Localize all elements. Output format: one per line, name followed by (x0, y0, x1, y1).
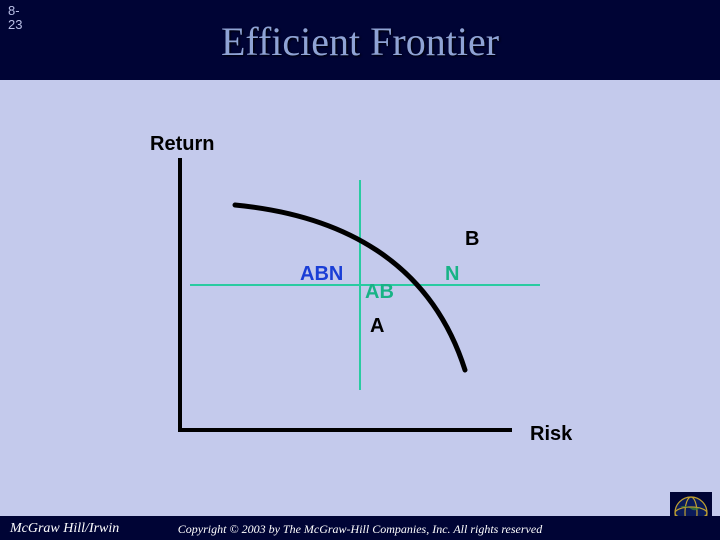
slide: 8- 23 Efficient Frontier ReturnRiskABNAB… (0, 0, 720, 540)
efficient-frontier-chart: ReturnRiskABNABNBA (40, 80, 680, 500)
label-N: N (445, 263, 459, 285)
label-B: B (465, 228, 479, 250)
title-bar: 8- 23 Efficient Frontier (0, 0, 720, 80)
slide-title: Efficient Frontier (0, 18, 720, 65)
label-ABN: ABN (300, 263, 343, 285)
y-axis-label: Return (150, 133, 214, 155)
footer-bar: McGraw Hill/Irwin Copyright © 2003 by Th… (0, 516, 720, 540)
frontier-curve (235, 205, 465, 370)
x-axis-label: Risk (530, 423, 573, 445)
axes (180, 160, 510, 430)
label-AB: AB (365, 281, 394, 303)
label-A: A (370, 315, 384, 337)
copyright-label: Copyright © 2003 by The McGraw-Hill Comp… (0, 522, 720, 537)
chart-svg: ReturnRiskABNABNBA (40, 80, 680, 500)
